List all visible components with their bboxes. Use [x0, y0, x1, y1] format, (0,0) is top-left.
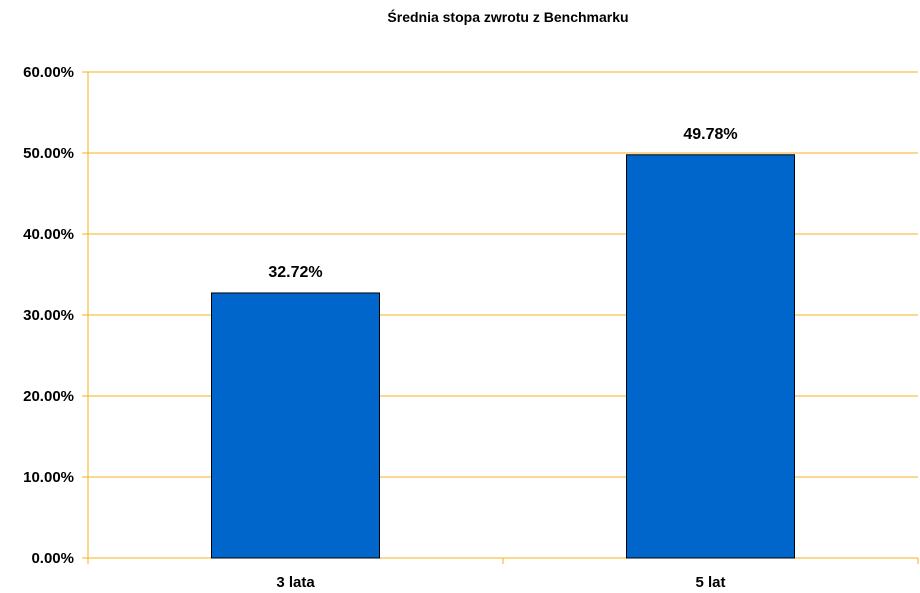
chart-title: Średnia stopa zwrotu z Benchmarku — [387, 8, 628, 25]
y-tick-label: 50.00% — [23, 145, 74, 162]
x-category-label: 5 lat — [695, 574, 725, 591]
y-tick-label: 30.00% — [23, 307, 74, 324]
y-tick-label: 60.00% — [23, 64, 74, 81]
y-tick-label: 10.00% — [23, 469, 74, 486]
bar-data-label: 32.72% — [268, 264, 322, 281]
y-tick-label: 40.00% — [23, 226, 74, 243]
y-axis-ticks: 0.00% 10.00% 20.00% 30.00% 40.00% 50.00% 60.00… — [23, 64, 74, 567]
y-tick-label: 0.00% — [31, 550, 74, 567]
bar — [211, 292, 380, 559]
axes — [87, 72, 919, 564]
data-labels: 32.72% 49.78% — [268, 126, 737, 281]
x-axis-categories: 3 lata 5 lat — [276, 574, 725, 591]
bars — [211, 154, 795, 559]
x-category-label: 3 lata — [276, 574, 315, 591]
bar-data-label: 49.78% — [683, 126, 737, 143]
bar — [626, 154, 795, 559]
y-tick-label: 20.00% — [23, 388, 74, 405]
